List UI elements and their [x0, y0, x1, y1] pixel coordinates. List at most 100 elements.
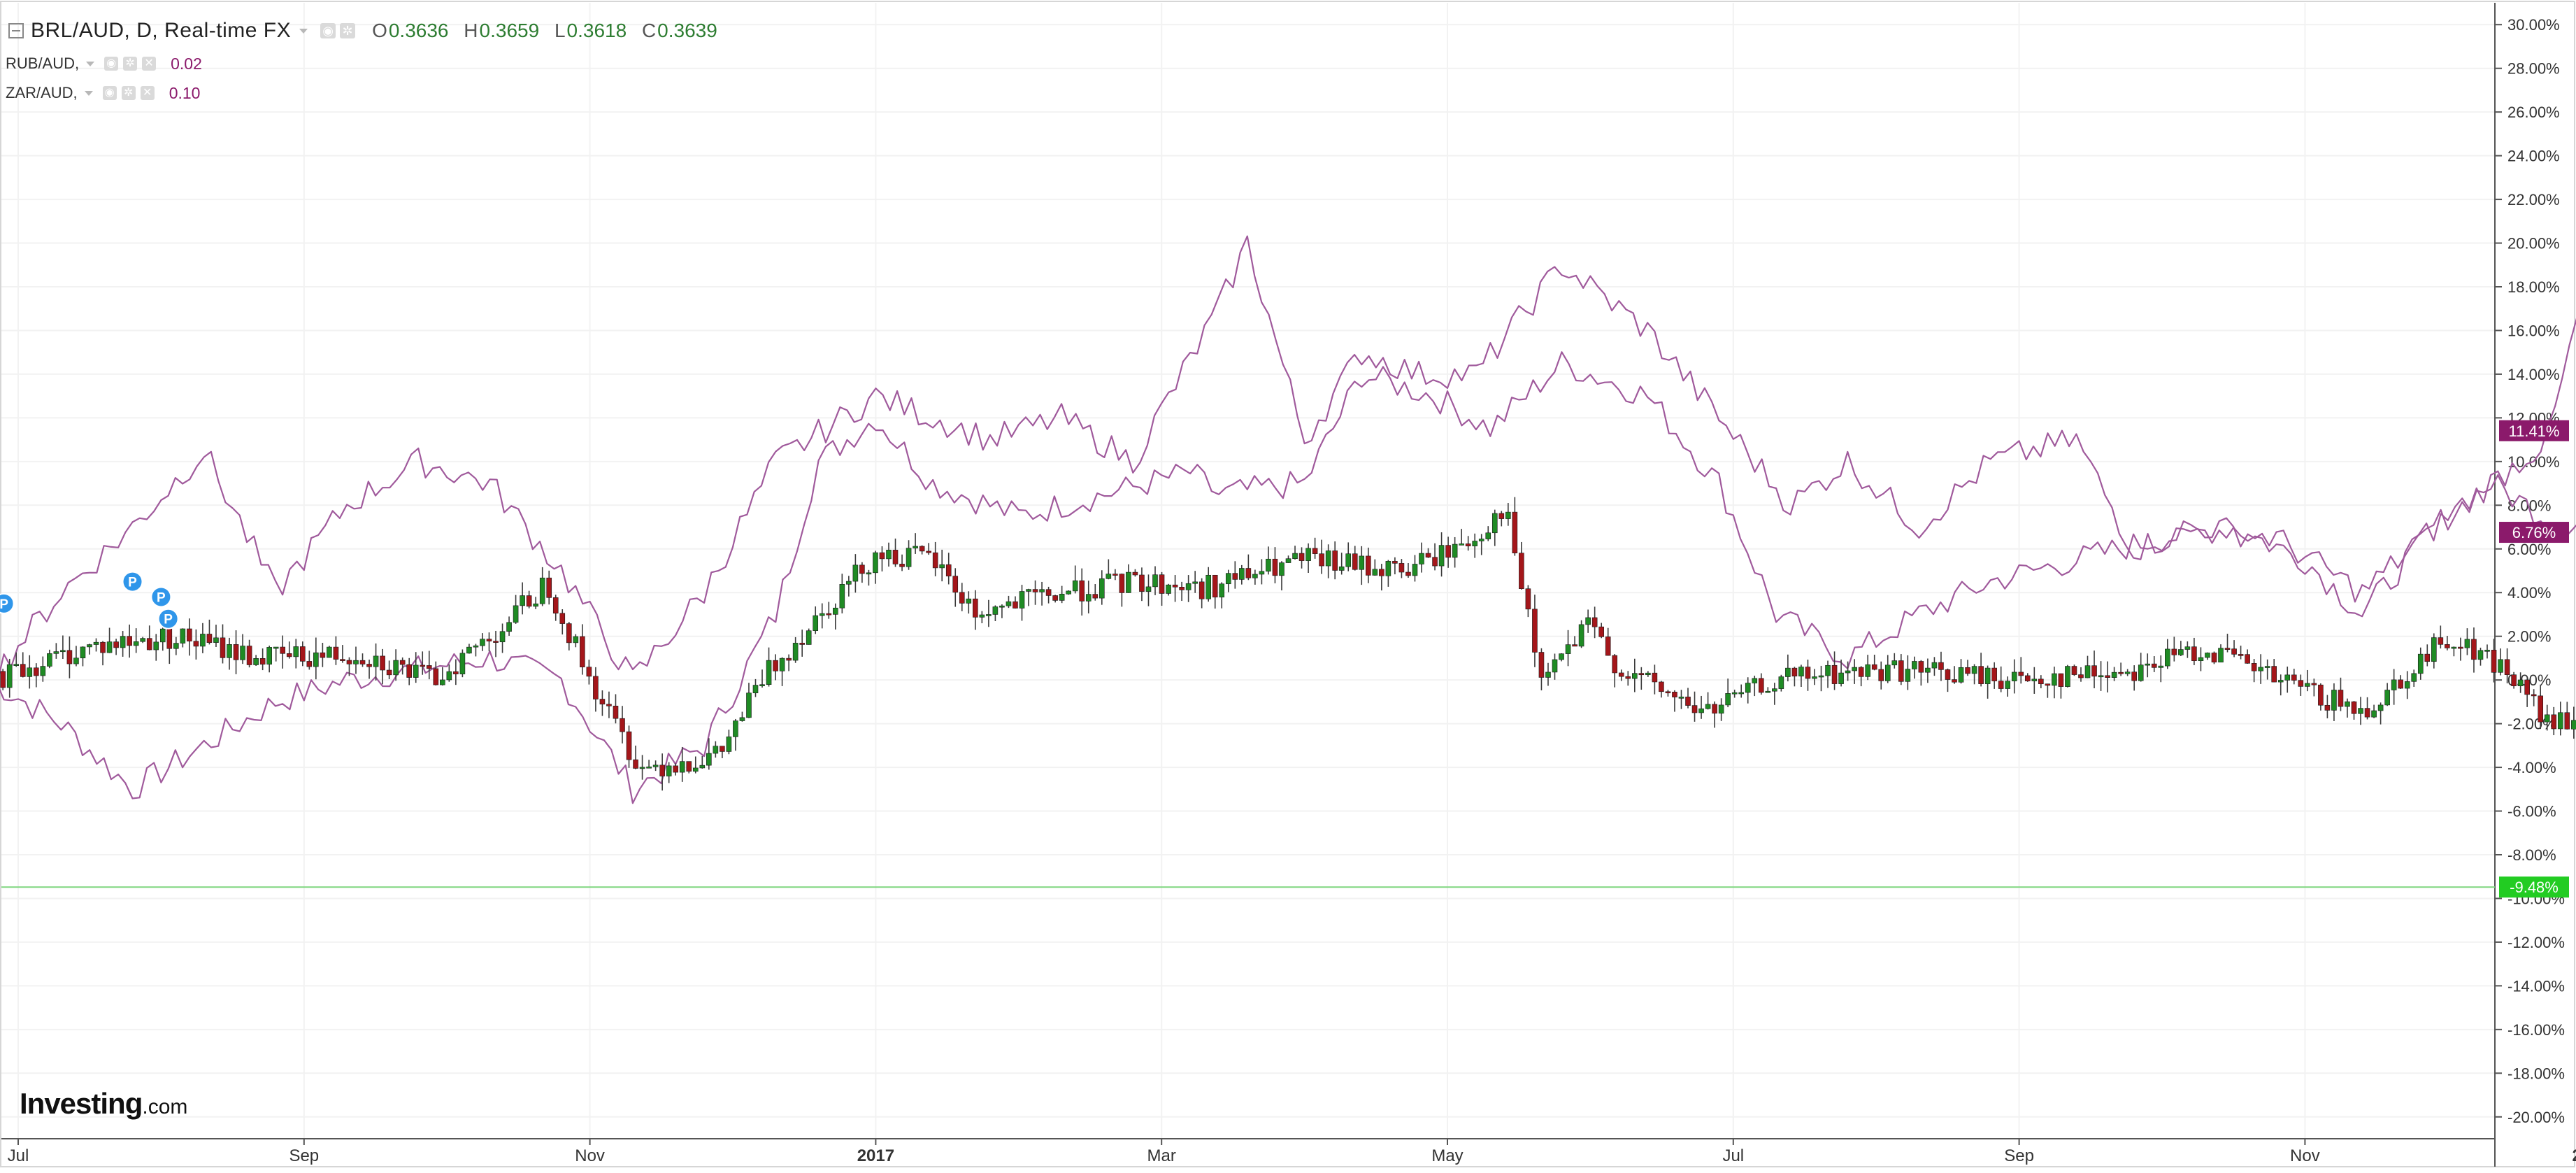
- candle-body: [27, 667, 33, 677]
- candle-body: [606, 704, 612, 706]
- price-badge-label: 11.41%: [2509, 422, 2560, 440]
- candle-body: [227, 644, 232, 658]
- compare-label[interactable]: ZAR/AUD,: [6, 84, 78, 101]
- candle-body: [633, 759, 638, 769]
- candle-body: [1039, 589, 1045, 592]
- compare-legend-zar: ZAR/AUD, ◉ ✲ ✕ 0.10: [6, 78, 727, 108]
- gear-icon[interactable]: ✲: [340, 23, 356, 38]
- candle-body: [1845, 670, 1851, 674]
- candle-body: [2098, 675, 2104, 678]
- candle-body: [1072, 580, 1078, 592]
- candle-body: [1632, 673, 1638, 679]
- candle-body: [1725, 693, 1731, 706]
- candle-body: [1705, 704, 1711, 709]
- chevron-down-icon[interactable]: [86, 61, 95, 66]
- candle-body: [2311, 683, 2317, 685]
- candle-body: [173, 643, 179, 649]
- candle-body: [40, 666, 46, 676]
- candle-body: [1652, 672, 1658, 683]
- y-tick-label: 24.00%: [2507, 148, 2560, 165]
- candle-body: [1745, 683, 1751, 693]
- candle-body: [1192, 581, 1198, 584]
- candle-body: [1298, 553, 1305, 561]
- candle-body: [253, 658, 259, 665]
- candle-body: [1878, 669, 1884, 681]
- candle-body: [692, 767, 699, 772]
- candle-body: [726, 737, 732, 752]
- candle-body: [2118, 671, 2124, 674]
- chevron-down-icon[interactable]: [84, 90, 93, 96]
- chevron-down-icon[interactable]: [299, 28, 308, 34]
- candle-body: [1185, 583, 1192, 590]
- candle-body: [1325, 550, 1331, 567]
- price-badge: [2499, 876, 2569, 898]
- candle-body: [1198, 581, 1205, 599]
- candle-body: [859, 564, 865, 574]
- candle-body: [1971, 666, 1977, 674]
- candle-body: [1379, 569, 1384, 576]
- candle-body: [799, 643, 805, 645]
- ohlc-open-value: 0.3636: [388, 20, 449, 41]
- candle-body: [93, 641, 99, 645]
- symbol-title[interactable]: BRL/AUD, D, Real-time FX: [31, 19, 292, 42]
- candle-body: [1419, 553, 1424, 564]
- candle-body: [1465, 543, 1471, 546]
- y-tick-label: -12.00%: [2507, 934, 2565, 951]
- candle-body: [2424, 653, 2431, 662]
- candle-body: [1831, 664, 1838, 684]
- candle-body: [2318, 684, 2324, 706]
- candle-body: [1352, 553, 1358, 570]
- candle-body: [1105, 574, 1112, 579]
- candle-body: [2111, 671, 2117, 678]
- candle-body: [1366, 555, 1371, 576]
- candle-body: [1052, 595, 1058, 601]
- close-icon[interactable]: ✕: [140, 86, 155, 100]
- gear-icon[interactable]: ✲: [123, 57, 138, 71]
- candle-body: [280, 646, 286, 654]
- candle-body: [2198, 657, 2204, 662]
- candle-body: [153, 641, 159, 651]
- logo-main: Investing: [20, 1087, 143, 1120]
- candle-body: [846, 581, 852, 585]
- candle-body: [1958, 667, 1964, 683]
- candle-body: [1712, 704, 1717, 714]
- candle-body: [446, 671, 452, 681]
- candle-body: [1245, 568, 1252, 578]
- event-marker-label: P: [128, 576, 137, 590]
- candle-body: [2391, 679, 2397, 690]
- candle-body: [659, 765, 665, 776]
- candle-body: [646, 766, 652, 769]
- candle-body: [992, 606, 999, 615]
- gear-icon[interactable]: ✲: [121, 86, 136, 100]
- candle-body: [2018, 671, 2024, 676]
- candle-body: [180, 628, 186, 644]
- candle-body: [2024, 675, 2031, 681]
- candle-body: [766, 660, 772, 685]
- eye-icon[interactable]: ◉: [104, 57, 119, 71]
- eye-icon[interactable]: ◉: [102, 86, 117, 100]
- eye-icon[interactable]: ◉: [320, 23, 336, 38]
- candle-body: [159, 628, 166, 643]
- event-marker-icon: [157, 608, 179, 630]
- candle-body: [2511, 674, 2517, 686]
- compare-series-zar-aud: [0, 235, 2576, 675]
- compare-label[interactable]: RUB/AUD,: [6, 55, 80, 72]
- candle-body: [2345, 701, 2350, 707]
- y-tick-label: -16.00%: [2507, 1021, 2565, 1039]
- candle-body: [406, 664, 412, 678]
- close-icon[interactable]: ✕: [142, 57, 157, 71]
- candle-body: [620, 718, 625, 732]
- x-tick-label: 2018: [2573, 1146, 2576, 1165]
- ohlc-low-value: 0.3618: [566, 20, 627, 41]
- candle-body: [786, 657, 792, 661]
- candle-body: [2264, 666, 2270, 668]
- candle-body: [1758, 678, 1764, 693]
- candle-body: [259, 658, 266, 664]
- candle-body: [120, 636, 126, 648]
- collapse-legend-icon[interactable]: [8, 23, 24, 38]
- candle-body: [1672, 692, 1677, 697]
- candle-body: [879, 552, 885, 560]
- candle-body: [2377, 704, 2384, 711]
